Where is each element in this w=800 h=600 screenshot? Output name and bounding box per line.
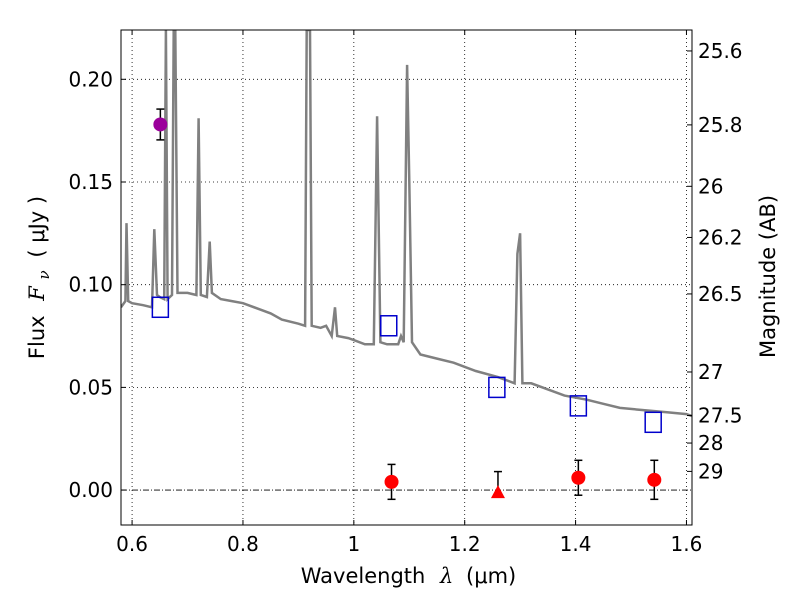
x-tick-label: 1.6: [671, 532, 703, 556]
y2-tick-label: 25.6: [698, 39, 743, 63]
y2-tick-label: 27: [698, 360, 723, 384]
model-photometry-square: [488, 376, 506, 399]
upper-limit-triangle: [490, 485, 505, 499]
y-axis-title-subscript: ν: [35, 270, 53, 279]
detection-point: [647, 472, 662, 487]
plot-frame: [120, 29, 693, 526]
x-tick-label: 1: [347, 532, 360, 556]
y-tick-label: 0.05: [68, 375, 113, 399]
x-tick-label: 1.4: [560, 532, 592, 556]
y2-tick-label: 28: [698, 431, 723, 455]
x-tick-label: 1.2: [449, 532, 481, 556]
y2-tick-label: 29: [698, 459, 723, 483]
y-tick-label: 0.15: [68, 170, 113, 194]
marks-layer: [151, 108, 662, 501]
prior-detection-point: [153, 117, 168, 132]
y2-axis-title: Magnitude (AB): [756, 195, 780, 358]
y-axis-title-symbol: F: [25, 285, 49, 302]
y-axis-title: Flux F ν ( μJy ): [25, 196, 54, 359]
y-axis-title-text: Flux: [25, 315, 49, 359]
y2-tick-label: 26.2: [698, 225, 743, 249]
y2-tick-label: 27.5: [698, 404, 743, 428]
x-tick-label: 0.8: [227, 532, 259, 556]
y2-tick-label: 26: [698, 174, 723, 198]
y-tick-label: 0.20: [68, 67, 113, 91]
model-photometry-square: [644, 411, 662, 434]
x-axis-title-unit: (μm): [466, 564, 516, 588]
x-axis-title-symbol: λ: [439, 564, 453, 588]
ticks-layer: [121, 30, 692, 525]
y2-tick-label: 26.5: [698, 282, 743, 306]
detection-point: [571, 470, 586, 485]
model-photometry-square: [151, 296, 170, 319]
y-tick-label: 0.10: [68, 273, 113, 297]
x-axis-title: Wavelength λ (μm): [301, 564, 516, 588]
y-axis-title-unit: ( μJy ): [25, 196, 49, 258]
tick-labels-layer: 0.6 0.8 1 1.2 1.4 1.6 0.00 0.05 0.10 0.15 0.20 25.6…: [68, 39, 742, 556]
detection-point: [384, 474, 399, 489]
y-tick-label: 0.00: [68, 478, 113, 502]
model-spectrum-line: [121, 30, 692, 418]
x-axis-title-text: Wavelength: [301, 564, 426, 588]
x-tick-label: 0.6: [116, 532, 148, 556]
y2-tick-label: 25.8: [698, 113, 743, 137]
plot-area: [121, 30, 692, 418]
grid-layer: [121, 30, 692, 525]
model-photometry-square: [380, 315, 398, 337]
model-photometry-square: [569, 395, 588, 417]
